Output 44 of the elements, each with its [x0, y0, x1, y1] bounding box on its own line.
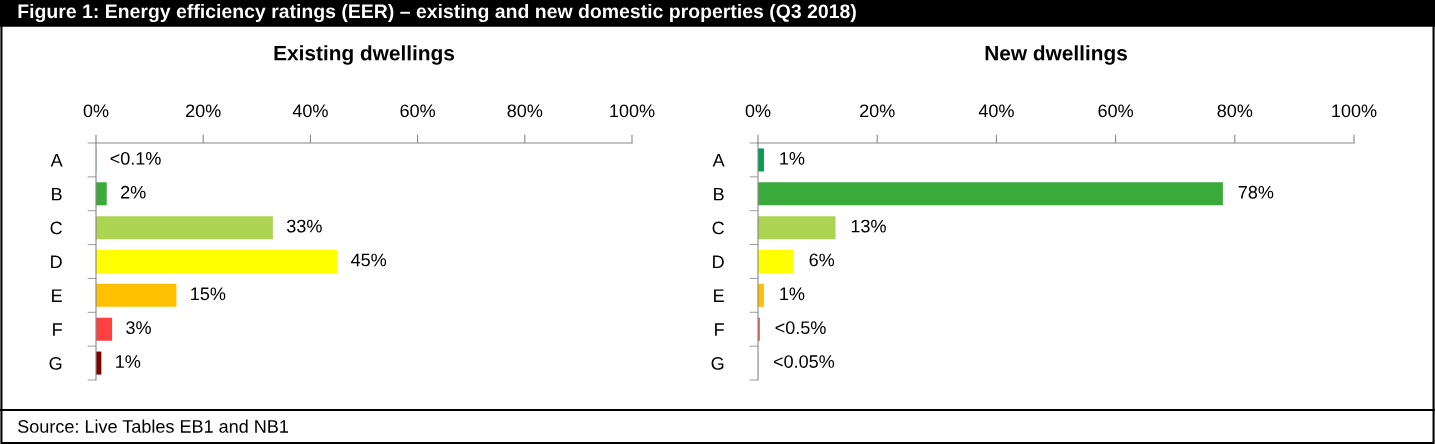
- chart-title: New dwellings: [985, 45, 1127, 65]
- x-tick-label: 40%: [978, 104, 1014, 118]
- data-label: 1%: [780, 152, 805, 165]
- y-tick-label: E: [52, 289, 62, 302]
- data-label: 2%: [121, 185, 146, 199]
- chart-title: Existing dwellings: [274, 45, 455, 65]
- y-tick-label: A: [712, 154, 725, 167]
- x-tick-label: 0%: [745, 104, 771, 118]
- data-label: 33%: [286, 219, 322, 233]
- x-tick-label: 0%: [83, 104, 109, 118]
- data-label: 15%: [191, 287, 226, 301]
- data-label: <0.1%: [110, 151, 161, 165]
- y-tick-label: G: [711, 357, 724, 370]
- caption: Figure 1: Energy efficiency ratings (EER) – existing and new domestic properties (Q3 2018): [18, 3, 856, 23]
- y-tick-label: B: [52, 187, 62, 201]
- source-note: Source: Live Tables EB1 and NB1: [18, 419, 289, 433]
- y-tick-label: B: [714, 187, 724, 201]
- y-tick-label: D: [51, 255, 62, 269]
- x-tick-label: 20%: [186, 104, 221, 118]
- x-tick-label: 60%: [400, 104, 436, 118]
- data-label: 1%: [780, 287, 805, 301]
- y-tick-label: G: [49, 357, 62, 370]
- y-tick-label: A: [50, 154, 63, 167]
- data-label: 45%: [351, 253, 387, 267]
- x-tick-label: 40%: [292, 104, 328, 118]
- x-tick-label: 100%: [1332, 104, 1377, 118]
- x-tick-label: 80%: [507, 104, 543, 118]
- data-label: 3%: [126, 321, 151, 335]
- data-label: 13%: [851, 219, 886, 233]
- y-tick-label: D: [713, 255, 724, 269]
- data-label: 6%: [809, 253, 835, 267]
- y-tick-label: F: [715, 323, 724, 336]
- x-tick-label: 20%: [860, 104, 895, 118]
- data-label: <0.05%: [773, 355, 835, 368]
- y-tick-label: E: [714, 289, 724, 302]
- data-label: 1%: [116, 355, 141, 368]
- x-tick-label: 80%: [1217, 104, 1253, 118]
- y-tick-label: C: [50, 221, 62, 235]
- y-tick-label: F: [53, 323, 62, 336]
- x-tick-label: 60%: [1098, 104, 1134, 118]
- data-label: 78%: [1238, 185, 1274, 199]
- data-label: <0.5%: [775, 321, 826, 335]
- x-tick-label: 100%: [610, 104, 655, 118]
- y-tick-label: C: [712, 221, 724, 235]
